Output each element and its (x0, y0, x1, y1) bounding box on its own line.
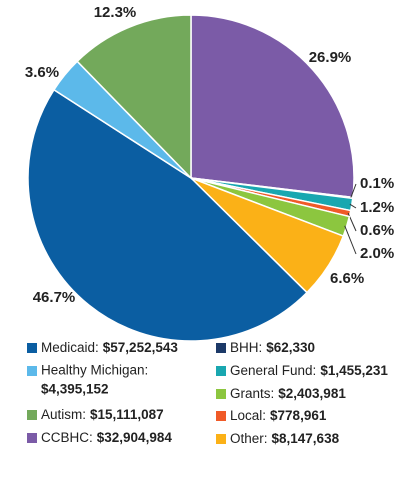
slice-label: 12.3% (94, 4, 137, 21)
legend-entry: BHH: $62,330 (230, 340, 315, 355)
legend-swatch (216, 389, 226, 399)
legend-amount: $4,395,152 (41, 382, 109, 397)
legend-amount: $2,403,981 (278, 386, 346, 401)
legend-label: Medicaid: (41, 340, 99, 355)
slice-label: 0.1% (360, 175, 394, 192)
legend-entry: Local: $778,961 (230, 408, 327, 423)
legend-amount: $32,904,984 (97, 430, 173, 445)
leader-line (350, 183, 357, 198)
slice-label: 46.7% (33, 289, 76, 306)
legend-label: Healthy Michigan: (41, 363, 148, 378)
legend-swatch (27, 410, 37, 420)
legend-amount: $778,961 (270, 408, 327, 423)
legend-label: Other: (230, 431, 268, 446)
legend-entry: Grants: $2,403,981 (230, 386, 346, 401)
legend-entry: Other: $8,147,638 (230, 431, 340, 446)
legend-label: General Fund: (230, 363, 316, 378)
legend-amount: $15,111,087 (90, 407, 164, 422)
pie-slice (27, 88, 309, 342)
legend-amount: $1,455,231 (320, 363, 388, 378)
legend-amount: $57,252,543 (103, 340, 179, 355)
slice-label: 2.0% (360, 245, 394, 262)
legend-entry: Autism: $15,111,087 (41, 407, 164, 422)
legend-amount: $8,147,638 (272, 431, 340, 446)
legend-label: BHH: (230, 340, 262, 355)
legend-entry: CCBHC: $32,904,984 (41, 430, 172, 445)
legend-label: CCBHC: (41, 430, 93, 445)
legend-swatch (216, 411, 226, 421)
leader-line (349, 203, 357, 209)
slice-label: 0.6% (360, 222, 394, 239)
legend-entry: Medicaid: $57,252,543 (41, 340, 178, 355)
legend-label: Autism: (41, 407, 86, 422)
slice-label: 26.9% (309, 49, 352, 66)
legend-swatch (216, 366, 226, 376)
legend-amount: $62,330 (266, 340, 315, 355)
slice-label: 6.6% (330, 270, 364, 287)
legend-entry: General Fund: $1,455,231 (230, 363, 388, 378)
legend-swatch (216, 343, 226, 353)
pie-slice (76, 14, 192, 180)
leader-line (344, 225, 357, 255)
legend-label: Grants: (230, 386, 274, 401)
slice-label: 3.6% (25, 64, 59, 81)
slice-label: 1.2% (360, 199, 394, 216)
legend-label: Local: (230, 408, 266, 423)
pie-slice (190, 14, 355, 199)
legend-swatch (216, 434, 226, 444)
legend-swatch (27, 343, 37, 353)
legend-swatch (27, 433, 37, 443)
legend-swatch (27, 366, 37, 376)
